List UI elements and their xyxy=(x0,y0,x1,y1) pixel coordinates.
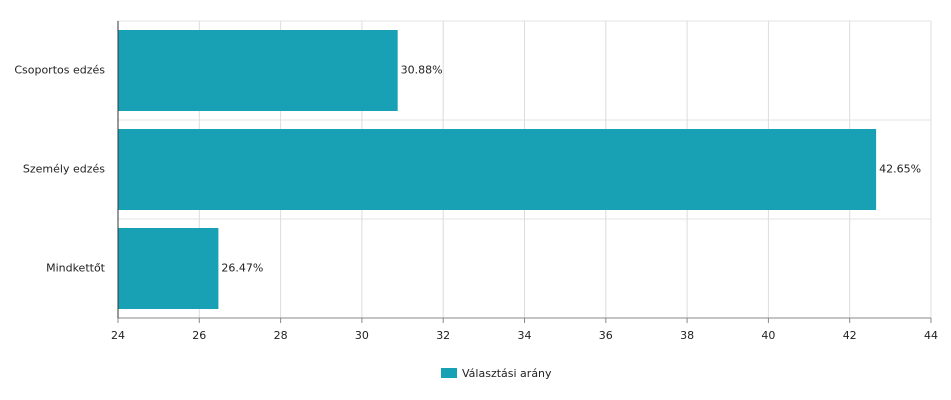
x-tick-label: 34 xyxy=(518,329,532,342)
x-tick-label: 42 xyxy=(843,329,857,342)
x-tick-label: 38 xyxy=(680,329,694,342)
y-tick-label: Csoportos edzés xyxy=(14,64,105,77)
data-label: 26.47% xyxy=(221,262,263,275)
x-tick-label: 28 xyxy=(274,329,288,342)
data-label: 42.65% xyxy=(879,163,921,176)
x-tick-label: 26 xyxy=(192,329,206,342)
bar xyxy=(118,30,398,111)
x-tick-label: 24 xyxy=(111,329,125,342)
bar xyxy=(118,129,877,210)
x-tick-label: 36 xyxy=(599,329,613,342)
data-label: 30.88% xyxy=(401,64,443,77)
y-tick-label: Mindkettőt xyxy=(46,262,106,275)
y-tick-label: Személy edzés xyxy=(23,163,105,176)
bar xyxy=(118,228,219,309)
x-tick-label: 44 xyxy=(924,329,938,342)
x-tick-label: 32 xyxy=(436,329,450,342)
legend-swatch[interactable] xyxy=(441,368,457,378)
x-tick-label: 30 xyxy=(355,329,369,342)
x-tick-label: 40 xyxy=(761,329,775,342)
legend-label: Választási arány xyxy=(462,367,552,380)
